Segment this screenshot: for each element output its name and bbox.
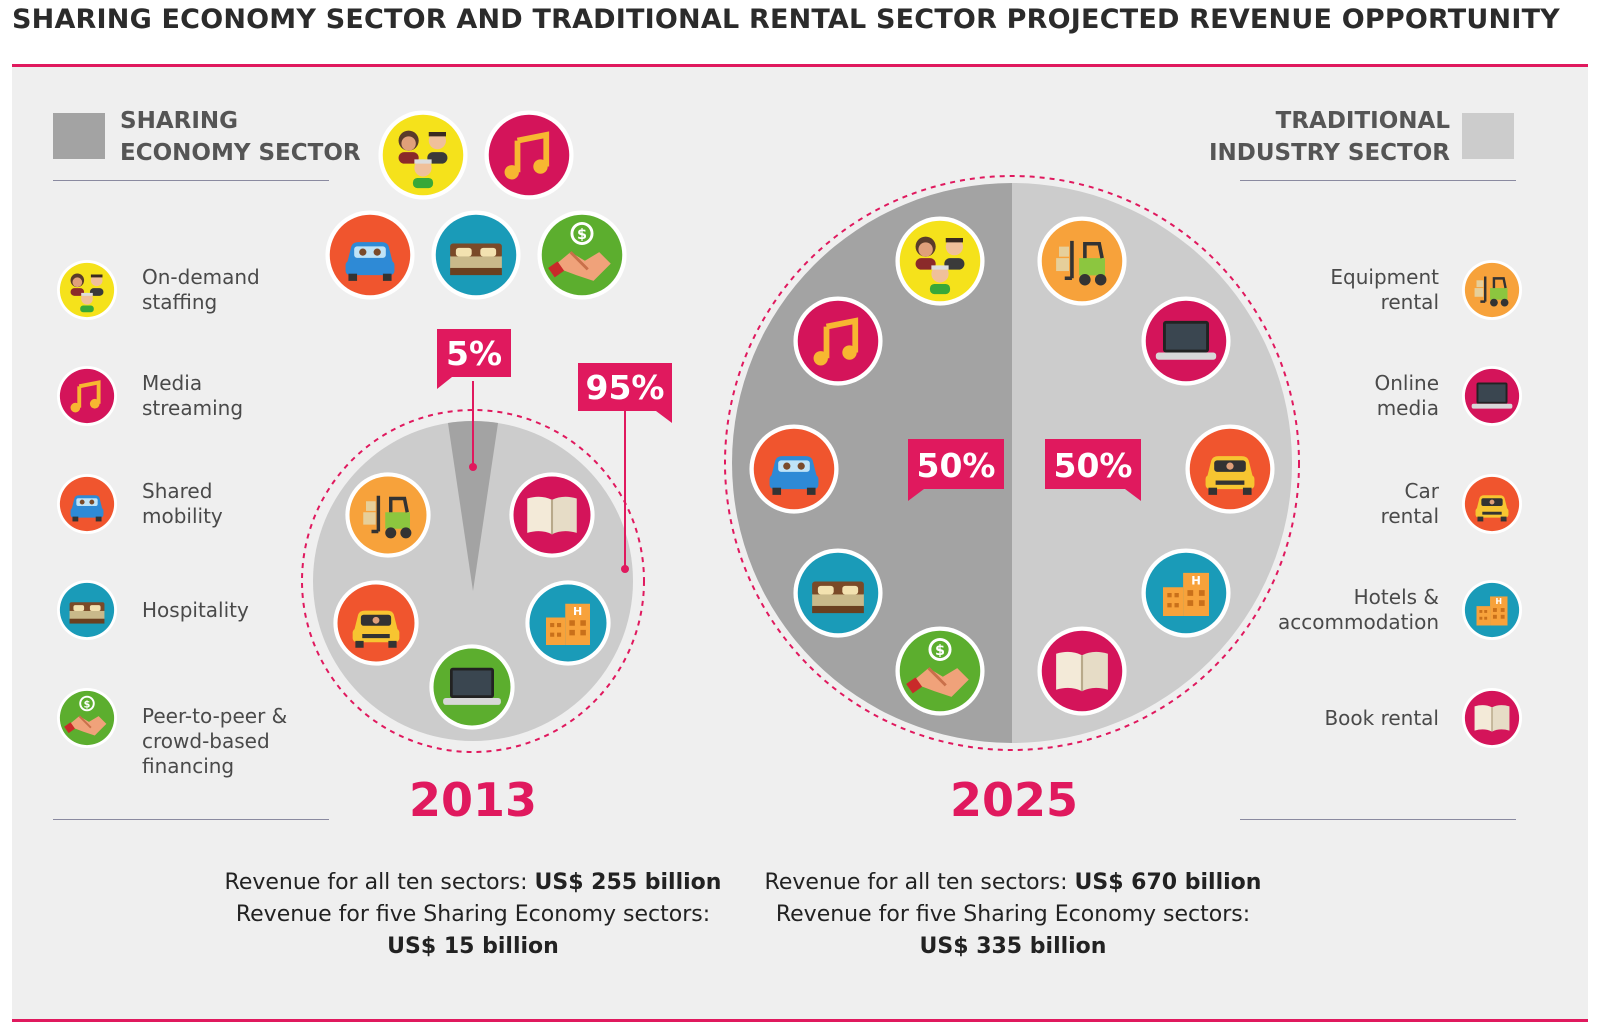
legend-item-peer-to-peer-financing: Peer-to-peer & crowd-based financing (56, 687, 287, 778)
pie-chart-2025: 50% 50% (724, 175, 1300, 751)
legend-label: Car rental (1380, 479, 1439, 528)
revenue-2013-five-value: US$ 15 billion (387, 934, 559, 959)
pie-2025-bed-icon (793, 548, 883, 638)
revenue-2025-five-value: US$ 335 billion (919, 934, 1107, 959)
pie-2025-traditional-callout: 50% (1045, 439, 1141, 501)
revenue-2025-all-line: Revenue for all ten sectors: US$ 670 bil… (733, 867, 1293, 899)
traditional-sector-swatch (1462, 113, 1514, 159)
pie-2013-traditional-label: 95% (586, 368, 665, 407)
legend-label: Peer-to-peer & crowd-based financing (142, 703, 288, 778)
cluster-car-icon (324, 209, 416, 301)
traditional-heading-line1: TRADITIONAL (1275, 108, 1450, 134)
cluster-bed-icon (430, 209, 522, 301)
legend-label: Hotels & accommodation (1278, 585, 1439, 634)
sharing-sector-heading: SHARING ECONOMY SECTOR (120, 105, 361, 169)
pie-2025-staffing-icon (895, 216, 985, 306)
pie-2025-handshake-icon (894, 625, 986, 717)
pie-2013-book-icon (508, 471, 596, 559)
pie-2013-sharing-leader-dot (469, 463, 477, 471)
cluster-handshake-icon (536, 209, 628, 301)
pie-2025-sharing-callout: 50% (908, 439, 1004, 501)
pie-2013-laptop-icon (429, 644, 515, 730)
legend-label: Book rental (1324, 705, 1439, 730)
revenue-2025: Revenue for all ten sectors: US$ 670 bil… (733, 867, 1293, 963)
pie-2025-laptop-icon (1141, 296, 1231, 386)
legend-item-on-demand-staffing: On-demand staffing (56, 259, 260, 321)
legend-label: Shared mobility (142, 479, 223, 528)
legend-label: Hospitality (142, 597, 249, 622)
pie-2025-car-icon (749, 424, 839, 514)
legend-label: On-demand staffing (142, 265, 260, 314)
pie-2025-sharing-label: 50% (917, 446, 996, 485)
sharing-heading-rule (53, 180, 329, 181)
revenue-2025-all-value: US$ 670 billion (1074, 870, 1262, 895)
sharing-bottom-rule (53, 819, 329, 820)
pie-2013-slice-sharing (447, 421, 499, 591)
legend-item-online-media: Online media (1374, 365, 1523, 427)
sharing-heading-line1: SHARING (120, 108, 239, 134)
pie-2013-sharing-callout: 5% (437, 329, 511, 389)
laptop-icon (1461, 365, 1523, 427)
taxi-icon (1461, 473, 1523, 535)
legend-item-book-rental: Book rental (1324, 687, 1523, 749)
pie-2025-dashed-ring (724, 175, 1300, 751)
infographic-panel: SHARING ECONOMY SECTOR On-demand staffin… (12, 64, 1588, 1022)
cluster-staffing-icon (377, 109, 469, 201)
pie-2013-dashed-ring (301, 409, 645, 753)
hotel-icon (1461, 579, 1523, 641)
traditional-sector-heading: TRADITIONAL INDUSTRY SECTOR (1209, 105, 1450, 169)
revenue-2025-all-prefix: Revenue for all ten sectors: (764, 870, 1068, 895)
legend-item-equipment-rental: Equipment rental (1330, 259, 1523, 321)
legend-label: Media streaming (142, 371, 244, 420)
pie-2025-music-icon (793, 296, 882, 385)
staffing-icon (56, 259, 118, 321)
pie-2013-traditional-callout: 95% (578, 363, 672, 423)
revenue-2013: Revenue for all ten sectors: US$ 255 bil… (193, 867, 753, 963)
pie-2025-taxi-icon (1185, 424, 1275, 514)
pie-2013-forklift-icon (344, 471, 432, 559)
revenue-2013-all-line: Revenue for all ten sectors: US$ 255 bil… (193, 867, 753, 899)
music-icon (56, 365, 118, 427)
pie-chart-2013: 5% 95% (301, 329, 672, 753)
year-label-2013: 2013 (408, 773, 538, 827)
pie-2013-traditional-leader-dot (621, 565, 629, 573)
pie-2025-traditional-label: 50% (1054, 446, 1133, 485)
bed-icon (56, 579, 118, 641)
sharing-sector-swatch (53, 113, 105, 159)
traditional-bottom-rule (1240, 819, 1516, 820)
traditional-heading-rule (1240, 180, 1516, 181)
chart-title: SHARING ECONOMY SECTOR AND TRADITIONAL R… (12, 4, 1560, 35)
legend-label: Online media (1374, 371, 1439, 420)
revenue-2025-five-prefix: Revenue for five Sharing Economy sectors… (775, 902, 1251, 927)
car-icon (56, 473, 118, 535)
revenue-2013-all-value: US$ 255 billion (534, 870, 722, 895)
revenue-2013-all-prefix: Revenue for all ten sectors: (224, 870, 528, 895)
traditional-heading-line2: INDUSTRY SECTOR (1208, 140, 1450, 166)
pie-2013-taxi-icon (333, 580, 419, 666)
pie-2025-forklift-icon (1036, 215, 1128, 307)
revenue-2013-five-prefix: Revenue for five Sharing Economy sectors… (235, 902, 711, 927)
legend-item-hotels-accommodation: Hotels & accommodation (1278, 579, 1523, 641)
legend-item-shared-mobility: Shared mobility (56, 473, 223, 535)
sharing-heading-line2: ECONOMY SECTOR (120, 140, 361, 166)
pie-2013-hotel-icon (525, 580, 611, 666)
cluster-music-icon (483, 109, 575, 201)
legend-item-media-streaming: Media streaming (56, 365, 243, 427)
legend-item-car-rental: Car rental (1381, 473, 1523, 535)
forklift-icon (1461, 259, 1523, 321)
handshake-icon (56, 687, 118, 749)
book-icon (1461, 687, 1523, 749)
pie-2013-sharing-label: 5% (446, 334, 502, 373)
pie-2025-book-icon (1036, 625, 1128, 717)
pie-2025-hotel-icon (1141, 548, 1231, 638)
legend-item-hospitality: Hospitality (56, 579, 249, 641)
legend-label: Equipment rental (1330, 265, 1439, 314)
year-label-2025: 2025 (949, 773, 1079, 827)
